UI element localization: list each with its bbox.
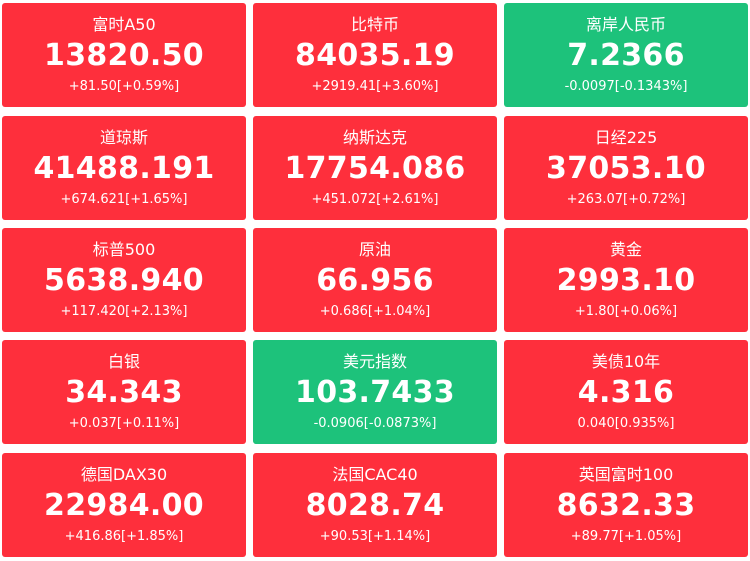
quote-change: +263.07[+0.72%] [566, 192, 686, 207]
quote-name: 原油 [358, 240, 391, 259]
quote-change: +416.86[+1.85%] [64, 529, 184, 544]
quote-price: 103.7433 [295, 375, 455, 410]
quote-name: 富时A50 [92, 15, 156, 34]
quote-change: +117.420[+2.13%] [60, 304, 188, 319]
quote-name: 比特币 [350, 15, 399, 34]
quote-tile-nikkei-225[interactable]: 日经225 37053.10 +263.07[+0.72%] [504, 116, 748, 220]
quote-tile-offshore-cny[interactable]: 离岸人民币 7.2366 -0.0097[-0.1343%] [504, 3, 748, 107]
quote-name: 白银 [107, 352, 140, 371]
quote-change: +451.072[+2.61%] [311, 192, 439, 207]
quote-price: 41488.191 [33, 151, 215, 186]
quote-tile-ftse-100[interactable]: 英国富时100 8632.33 +89.77[+1.05%] [504, 453, 748, 557]
quote-price: 66.956 [316, 263, 434, 298]
quote-price: 8632.33 [556, 488, 696, 523]
quote-tile-crude-oil[interactable]: 原油 66.956 +0.686[+1.04%] [253, 228, 497, 332]
quote-name: 标普500 [92, 240, 156, 259]
quote-change: +674.621[+1.65%] [60, 192, 188, 207]
quote-price: 34.343 [65, 375, 183, 410]
quote-tile-cac40[interactable]: 法国CAC40 8028.74 +90.53[+1.14%] [253, 453, 497, 557]
quote-price: 4.316 [577, 375, 675, 410]
quote-name: 美债10年 [591, 352, 661, 371]
quote-price: 17754.086 [284, 151, 466, 186]
quote-tile-dollar-index[interactable]: 美元指数 103.7433 -0.0906[-0.0873%] [253, 340, 497, 444]
quote-name: 美元指数 [342, 352, 407, 371]
quote-change: +89.77[+1.05%] [570, 529, 682, 544]
quote-price: 22984.00 [44, 488, 204, 523]
quote-name: 日经225 [594, 128, 658, 147]
quote-name: 法国CAC40 [332, 465, 418, 484]
quote-tile-ftse-a50[interactable]: 富时A50 13820.50 +81.50[+0.59%] [2, 3, 246, 107]
quote-price: 2993.10 [556, 263, 696, 298]
quote-change: +0.037[+0.11%] [68, 416, 180, 431]
quote-change: +90.53[+1.14%] [319, 529, 431, 544]
quote-price: 13820.50 [44, 38, 204, 73]
quote-name: 英国富时100 [578, 465, 674, 484]
quote-change: 0.040[0.935%] [577, 416, 675, 431]
quote-change: +1.80[+0.06%] [574, 304, 678, 319]
quote-change: -0.0906[-0.0873%] [313, 416, 437, 431]
quote-tile-us-10y-treasury[interactable]: 美债10年 4.316 0.040[0.935%] [504, 340, 748, 444]
quote-price: 37053.10 [546, 151, 706, 186]
quote-name: 离岸人民币 [585, 15, 666, 34]
quote-name: 道琼斯 [99, 128, 148, 147]
quote-name: 德国DAX30 [80, 465, 168, 484]
quote-name: 黄金 [609, 240, 642, 259]
quote-tile-nasdaq[interactable]: 纳斯达克 17754.086 +451.072[+2.61%] [253, 116, 497, 220]
quote-tile-bitcoin[interactable]: 比特币 84035.19 +2919.41[+3.60%] [253, 3, 497, 107]
quote-price: 84035.19 [295, 38, 455, 73]
quote-change: +81.50[+0.59%] [68, 79, 180, 94]
quote-tile-dax30[interactable]: 德国DAX30 22984.00 +416.86[+1.85%] [2, 453, 246, 557]
quote-price: 5638.940 [44, 263, 204, 298]
quote-change: +2919.41[+3.60%] [311, 79, 439, 94]
quote-name: 纳斯达克 [342, 128, 407, 147]
quote-change: -0.0097[-0.1343%] [564, 79, 688, 94]
quote-price: 8028.74 [305, 488, 445, 523]
quote-tile-gold[interactable]: 黄金 2993.10 +1.80[+0.06%] [504, 228, 748, 332]
quote-tile-dow-jones[interactable]: 道琼斯 41488.191 +674.621[+1.65%] [2, 116, 246, 220]
quote-tile-sp500[interactable]: 标普500 5638.940 +117.420[+2.13%] [2, 228, 246, 332]
quote-tile-silver[interactable]: 白银 34.343 +0.037[+0.11%] [2, 340, 246, 444]
quote-change: +0.686[+1.04%] [319, 304, 431, 319]
quote-price: 7.2366 [567, 38, 685, 73]
